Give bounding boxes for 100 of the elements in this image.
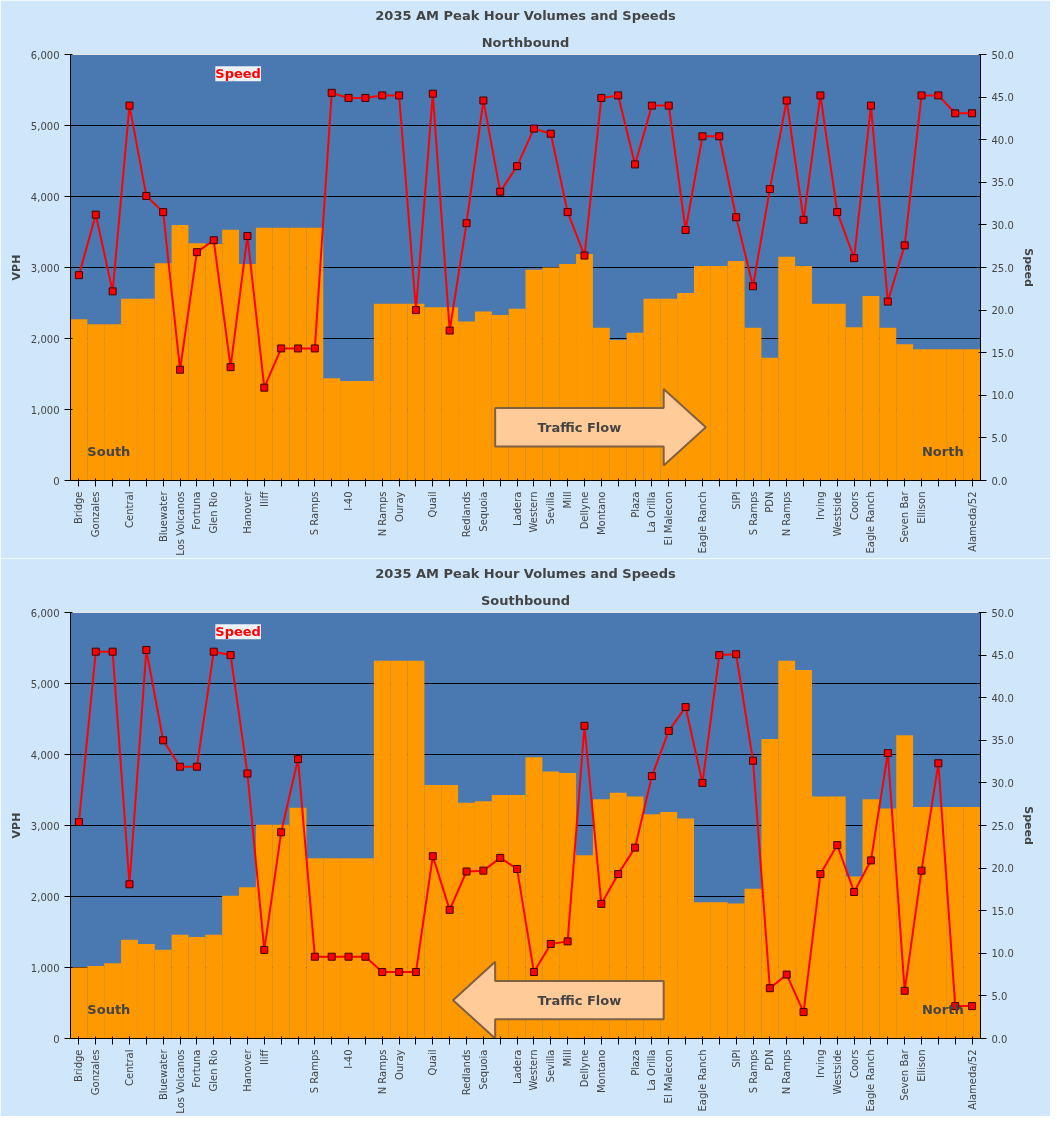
y-tick-label: 6,000 (30, 49, 60, 61)
x-tick-label: Glen Rio (208, 1049, 220, 1092)
x-tick-label: Ellison (916, 1049, 928, 1082)
x-tick-label: Iliff (258, 1048, 270, 1065)
x-tick-label: Irving (814, 491, 826, 520)
y-tick-label: 3,000 (30, 820, 60, 832)
y-axis-title: VPH (9, 812, 23, 839)
x-tick-label: Western (528, 491, 540, 533)
y2-tick-label: 0.0 (991, 1033, 1008, 1045)
x-tick-label: La Orilla (646, 491, 658, 533)
x-tick-label: El Malecon (663, 491, 675, 546)
x-tick-label: Dellyne (578, 491, 590, 530)
x-tick-label: SIPI (730, 491, 742, 510)
x-tick-label: Bluewater (157, 490, 169, 543)
y2-tick-label: 20.0 (991, 863, 1014, 875)
y-axis-title: VPH (9, 254, 23, 281)
x-tick-label: Eagle Ranch (865, 491, 877, 554)
y-tick-label: 0 (53, 1033, 60, 1045)
chart-subtitle: Southbound (480, 592, 571, 608)
chart-subtitle: Northbound (481, 34, 570, 50)
x-tick-label: Quail (427, 1049, 439, 1076)
y2-tick-label: 50.0 (991, 607, 1014, 619)
x-tick-label: Plaza (629, 491, 641, 518)
x-tick-label: Gonzales (90, 491, 102, 538)
y-tick-label: 1,000 (30, 962, 60, 974)
x-tick-label: Eagle Ranch (696, 1049, 708, 1112)
x-tick-label: Sevilla (545, 491, 557, 525)
annotation: Traffic Flow (537, 419, 622, 435)
text: Speed (215, 66, 261, 82)
series-label: Speed (215, 624, 261, 640)
chart-title: 2035 AM Peak Hour Volumes and Speeds (375, 565, 676, 581)
x-tick-label: Mill (562, 491, 574, 509)
y-tick-label: 2,000 (30, 891, 60, 903)
x-tick-label: Seven Bar (899, 1048, 911, 1101)
x-tick-label: Redlands (461, 1049, 473, 1096)
annotation: Traffic Flow (537, 992, 622, 1008)
x-tick-label: Westside (831, 1049, 843, 1095)
x-tick-label: Eagle Ranch (865, 1049, 877, 1112)
x-tick-label: S Ramps (747, 1049, 759, 1094)
y-tick-label: 4,000 (30, 749, 60, 761)
y2-tick-label: 25.0 (991, 820, 1014, 832)
x-tick-label: Glen Rio (208, 491, 220, 534)
x-tick-label: Sequoia (477, 1049, 489, 1090)
x-tick-label: Eagle Ranch (696, 491, 708, 554)
y2-tick-label: 10.0 (991, 390, 1014, 402)
x-tick-label: PDN (764, 1049, 776, 1071)
x-tick-label: Irving (814, 1049, 826, 1078)
x-tick-label: Montano (595, 491, 607, 536)
x-tick-label: N Ramps (781, 1049, 793, 1095)
x-tick-label: Alameda/52 (966, 491, 978, 552)
y2-tick-label: 40.0 (991, 692, 1014, 704)
y2-axis-title: Speed (1021, 806, 1035, 845)
y-tick-label: 6,000 (30, 607, 60, 619)
x-tick-label: Hanover (241, 490, 253, 534)
y2-tick-label: 35.0 (991, 177, 1014, 189)
x-tick-label: Quail (427, 491, 439, 518)
x-tick-label: Ouray (393, 1049, 405, 1080)
x-tick-label: Coors (848, 1049, 860, 1079)
x-tick-label: N Ramps (781, 491, 793, 537)
y2-axis-title: Speed (1021, 248, 1035, 287)
x-tick-label: Gonzales (90, 1049, 102, 1096)
y2-tick-label: 25.0 (991, 262, 1014, 274)
x-tick-label: I-40 (343, 491, 355, 511)
x-tick-label: Western (528, 1049, 540, 1091)
x-tick-label: Central (123, 1049, 135, 1086)
y-tick-label: 1,000 (30, 404, 60, 416)
y2-tick-label: 10.0 (991, 948, 1014, 960)
y2-tick-label: 30.0 (991, 219, 1014, 231)
x-tick-label: S Ramps (309, 1049, 321, 1094)
x-tick-label: S Ramps (747, 491, 759, 536)
x-tick-label: Fortuna (191, 491, 203, 530)
x-tick-label: N Ramps (376, 1049, 388, 1095)
chart-title: 2035 AM Peak Hour Volumes and Speeds (375, 7, 676, 23)
annotation: South (87, 444, 131, 460)
y2-tick-label: 30.0 (991, 777, 1014, 789)
x-tick-label: Mill (562, 1049, 574, 1067)
y2-tick-label: 15.0 (991, 905, 1014, 917)
x-tick-label: El Malecon (663, 1049, 675, 1104)
x-tick-label: I-40 (343, 1049, 355, 1069)
y2-tick-label: 45.0 (991, 92, 1014, 104)
y2-tick-label: 35.0 (991, 735, 1014, 747)
x-tick-label: Los Volcanos (174, 1049, 186, 1114)
y2-tick-label: 5.0 (991, 990, 1008, 1002)
x-tick-label: Coors (848, 491, 860, 521)
x-tick-label: SIPI (730, 1049, 742, 1068)
x-tick-label: Alameda/52 (966, 1049, 978, 1110)
annotation: North (921, 1002, 964, 1018)
x-tick-label: N Ramps (376, 491, 388, 537)
y2-tick-label: 20.0 (991, 305, 1014, 317)
y-tick-label: 0 (53, 475, 60, 487)
y-tick-label: 5,000 (30, 678, 60, 690)
x-tick-label: Sequoia (477, 491, 489, 532)
x-tick-label: Hanover (241, 1048, 253, 1092)
x-tick-label: La Orilla (646, 1049, 658, 1091)
y2-tick-label: 0.0 (991, 475, 1008, 487)
annotation: South (87, 1002, 131, 1018)
x-tick-label: Sevilla (545, 1049, 557, 1083)
x-tick-label: Redlands (461, 491, 473, 538)
x-tick-label: Fortuna (191, 1049, 203, 1088)
x-tick-label: Los Volcanos (174, 491, 186, 556)
